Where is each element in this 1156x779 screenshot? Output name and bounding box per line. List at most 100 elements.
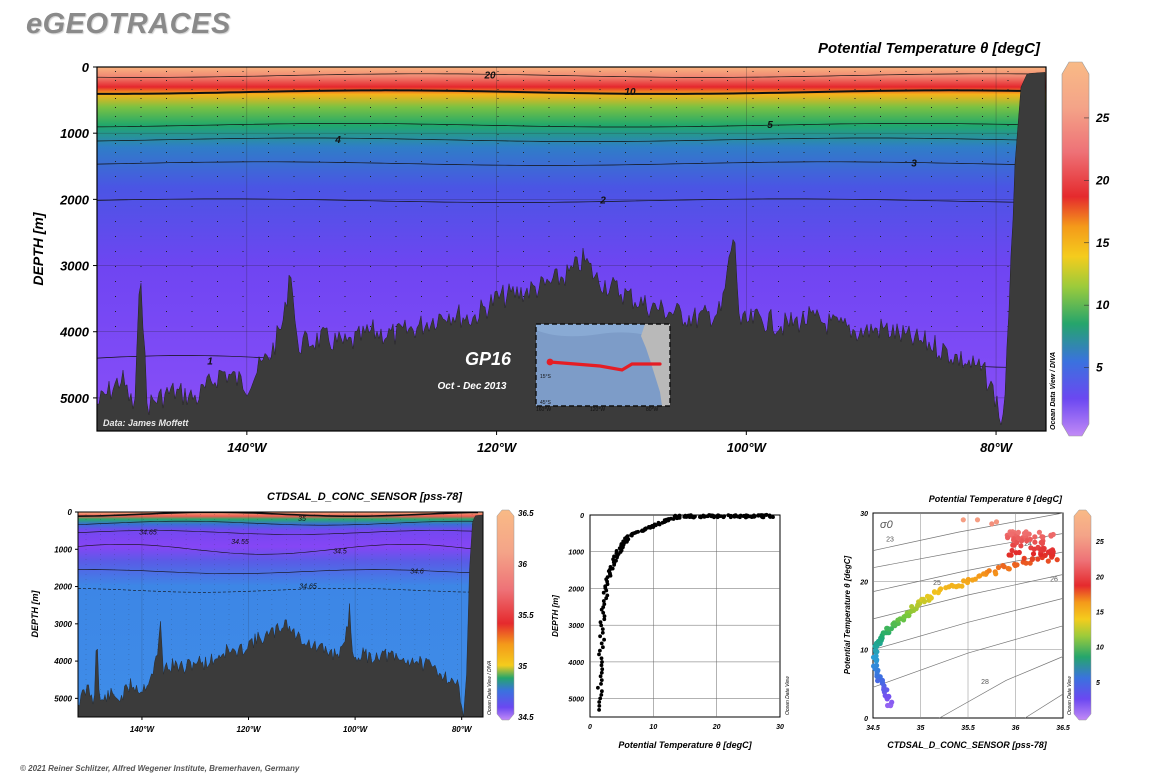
main-sample-dot xyxy=(523,143,524,144)
main-plot-frame xyxy=(96,66,1047,432)
profile-point xyxy=(601,590,606,595)
main-sample-dot xyxy=(472,161,473,162)
profile-point xyxy=(600,667,605,672)
profile-point xyxy=(602,637,606,642)
main-sample-dot xyxy=(319,125,320,126)
main-sample-dot xyxy=(803,191,805,192)
main-sample-dot xyxy=(293,206,295,207)
main-sample-dot xyxy=(370,116,371,117)
main-sample-dot xyxy=(370,161,371,162)
main-sample-dot xyxy=(1007,191,1009,192)
main-sample-dot xyxy=(1007,71,1009,72)
main-sample-dot xyxy=(319,89,320,90)
ts-point xyxy=(1041,547,1047,553)
profile-odv-label: Ocean Data View xyxy=(785,676,791,715)
main-sample-dot xyxy=(242,281,244,282)
main-sample-dot xyxy=(446,296,448,297)
main-sample-dot xyxy=(395,143,397,144)
main-sample-dot xyxy=(344,176,346,177)
main-sample-dot xyxy=(905,206,907,207)
main-sample-dot xyxy=(752,116,754,117)
main-sample-dot xyxy=(650,134,652,135)
main-sample-dot xyxy=(548,206,550,207)
profile-point xyxy=(600,630,605,635)
main-sample-dot xyxy=(803,71,805,72)
main-sample-dot xyxy=(242,251,244,252)
main-sample-dot xyxy=(701,98,703,99)
profile-point xyxy=(707,513,711,517)
main-sample-dot xyxy=(905,281,907,282)
ts-y-ticks: 0 10 20 30 xyxy=(859,511,868,723)
main-sample-dot xyxy=(803,98,805,99)
main-sample-dot xyxy=(523,71,524,72)
main-sample-dot xyxy=(905,311,907,312)
salinity-x-tick-label: 100°W xyxy=(343,725,369,734)
main-sample-dot xyxy=(982,89,983,90)
main-sample-dot xyxy=(242,296,244,297)
main-sample-dot xyxy=(242,221,244,222)
main-sample-dot xyxy=(217,221,218,222)
salinity-contour-line xyxy=(78,588,479,593)
main-sample-dot xyxy=(854,71,856,72)
main-sample-dot xyxy=(676,134,677,135)
main-sample-dot xyxy=(676,152,677,153)
main-sample-dot xyxy=(727,251,728,252)
main-sample-dot xyxy=(599,134,601,135)
ts-isopycnals: 23 24 25 26 28 xyxy=(872,512,1064,719)
main-sample-dot xyxy=(701,206,703,207)
main-contour-label: 3 xyxy=(911,159,917,170)
main-sample-dot xyxy=(956,89,958,90)
main-sample-dot xyxy=(574,176,575,177)
ts-isopycnal-line xyxy=(872,574,1064,620)
main-sample-dot xyxy=(727,134,728,135)
main-sample-dot xyxy=(140,116,142,117)
main-colorbar-tick-label: 10 xyxy=(1096,298,1110,312)
main-sample-dot xyxy=(395,80,397,81)
inset-map-start-marker xyxy=(546,358,554,366)
main-sample-dot xyxy=(319,176,320,177)
main-sample-dot xyxy=(625,206,626,207)
main-sample-dot xyxy=(778,251,779,252)
main-sample-dot xyxy=(727,116,728,117)
main-sample-dot xyxy=(778,89,779,90)
ts-point xyxy=(1015,535,1021,541)
profile-point xyxy=(598,696,603,701)
main-sample-dot xyxy=(956,281,958,282)
main-sample-dot xyxy=(854,296,856,297)
profile-y-axis-label: DEPTH [m] xyxy=(551,595,560,637)
main-sample-dot xyxy=(676,80,677,81)
main-sample-dot xyxy=(956,80,958,81)
main-sample-dot xyxy=(752,71,754,72)
main-sample-dot xyxy=(1007,311,1009,312)
main-sample-dot xyxy=(446,221,448,222)
main-sample-dot xyxy=(472,266,473,267)
main-sample-dot xyxy=(370,125,371,126)
main-sample-dot xyxy=(242,89,244,90)
main-sample-dot xyxy=(242,134,244,135)
ts-point xyxy=(1005,535,1011,541)
salinity-contour-label: 35 xyxy=(298,516,306,523)
main-sample-dot xyxy=(905,89,907,90)
main-sample-dot xyxy=(803,143,805,144)
ts-point xyxy=(1038,539,1044,546)
main-sample-dot xyxy=(217,251,218,252)
main-sample-dot xyxy=(191,143,193,144)
ts-isopycnal-line xyxy=(872,625,1064,688)
main-sample-dot xyxy=(880,236,881,237)
main-sample-dot xyxy=(574,89,575,90)
main-sample-dot xyxy=(344,251,346,252)
main-sample-dot xyxy=(727,152,728,153)
main-sample-dot xyxy=(650,266,652,267)
ts-point xyxy=(1008,552,1014,558)
main-sample-dot xyxy=(905,296,907,297)
main-sample-dot xyxy=(166,152,167,153)
profile-point xyxy=(629,533,634,538)
main-sample-dot xyxy=(370,107,371,108)
ts-point xyxy=(993,519,1000,525)
main-sample-dot xyxy=(268,125,269,126)
main-sample-dot xyxy=(778,80,779,81)
main-sample-dot xyxy=(956,311,958,312)
main-sample-dot xyxy=(293,125,295,126)
main-sample-dot xyxy=(599,98,601,99)
